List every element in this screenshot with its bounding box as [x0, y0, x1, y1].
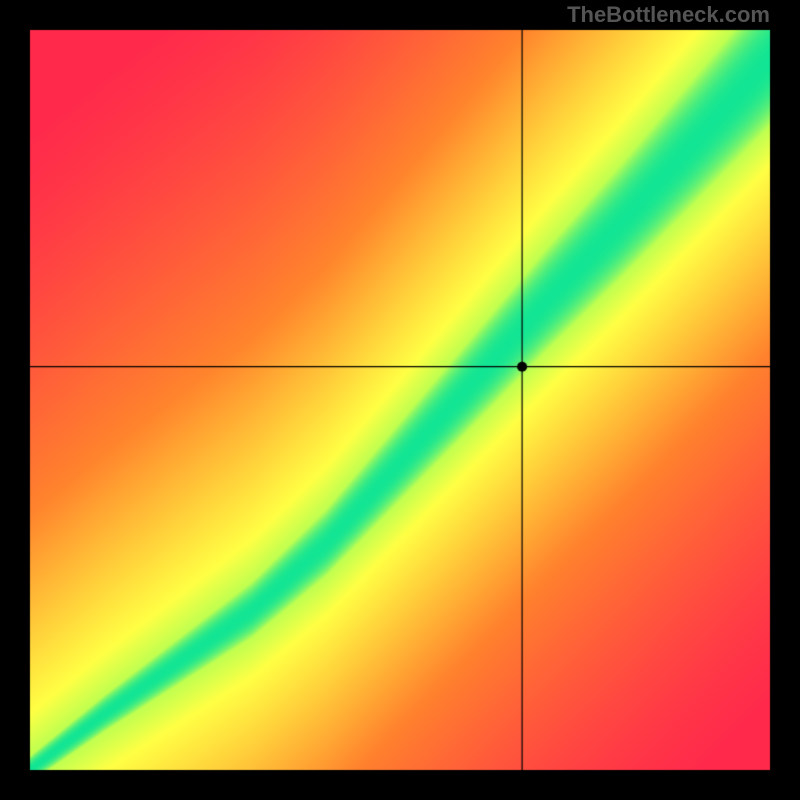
chart-container: TheBottleneck.com [0, 0, 800, 800]
bottleneck-heatmap [0, 0, 800, 800]
watermark-label: TheBottleneck.com [567, 2, 770, 28]
